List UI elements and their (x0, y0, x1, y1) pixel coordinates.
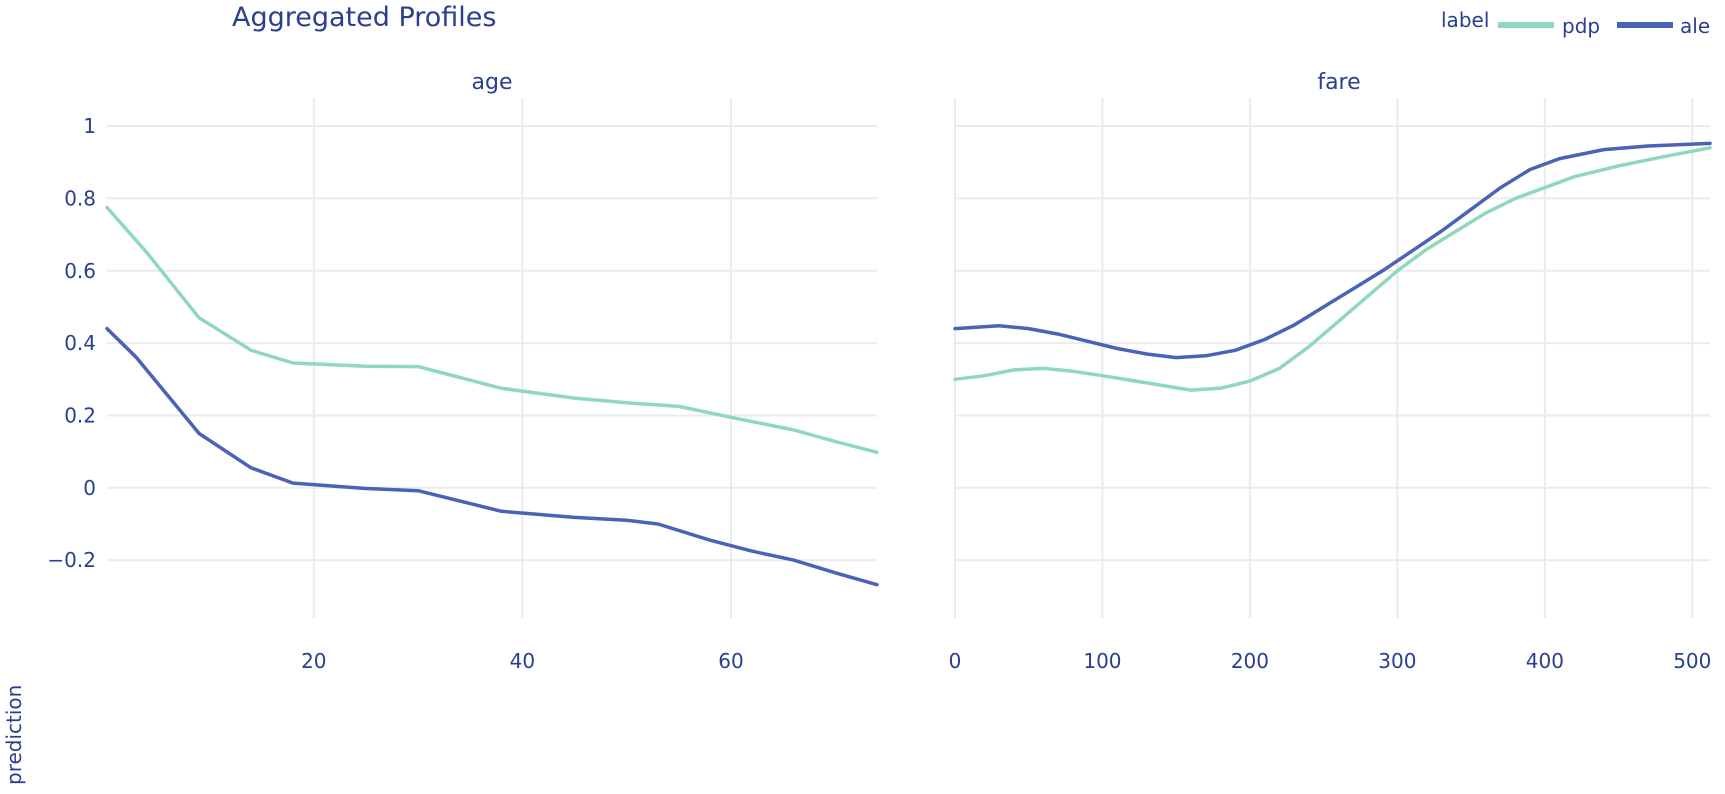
y-axis-label: prediction (2, 685, 26, 785)
x-tick-label-age-1: 40 (510, 649, 535, 673)
legend: label pdp ale (1441, 8, 1710, 38)
y-tick-label-1: 0.8 (64, 186, 96, 210)
y-tick-label-0: 1 (83, 114, 96, 138)
x-tick-label-fare-3: 300 (1378, 649, 1416, 673)
y-tick-label-2: 0.6 (64, 259, 96, 283)
panel-title-age: age (472, 70, 513, 95)
y-tick-label-3: 0.4 (64, 331, 96, 355)
chart-title: Aggregated Profiles (232, 2, 497, 33)
series-line-pdp-fare (953, 146, 1712, 392)
series-line-ale-fare (953, 141, 1712, 360)
x-tick-label-fare-2: 200 (1231, 649, 1269, 673)
plot-area: 20 40 60 1 0.8 0.6 0.4 0.2 0 −0.2 0 100 200 300 400 500 (47, 98, 1712, 673)
x-tick-label-age-2: 60 (718, 649, 743, 673)
x-tick-label-age-0: 20 (301, 649, 326, 673)
y-tick-label-6: −0.2 (47, 548, 96, 572)
x-tick-label-fare-0: 0 (949, 649, 962, 673)
y-tick-label-5: 0 (83, 476, 96, 500)
panel-title-fare: fare (1317, 70, 1360, 95)
legend-label-pdp: pdp (1562, 14, 1600, 38)
y-tick-label-4: 0.2 (64, 403, 96, 427)
x-tick-label-fare-4: 400 (1526, 649, 1564, 673)
x-tick-label-fare-5: 500 (1673, 649, 1711, 673)
x-tick-label-fare-1: 100 (1083, 649, 1121, 673)
series-line-ale-age (105, 326, 879, 587)
series-line-pdp-age (105, 205, 879, 455)
legend-label-ale: ale (1680, 14, 1710, 38)
legend-title: label (1441, 8, 1489, 32)
